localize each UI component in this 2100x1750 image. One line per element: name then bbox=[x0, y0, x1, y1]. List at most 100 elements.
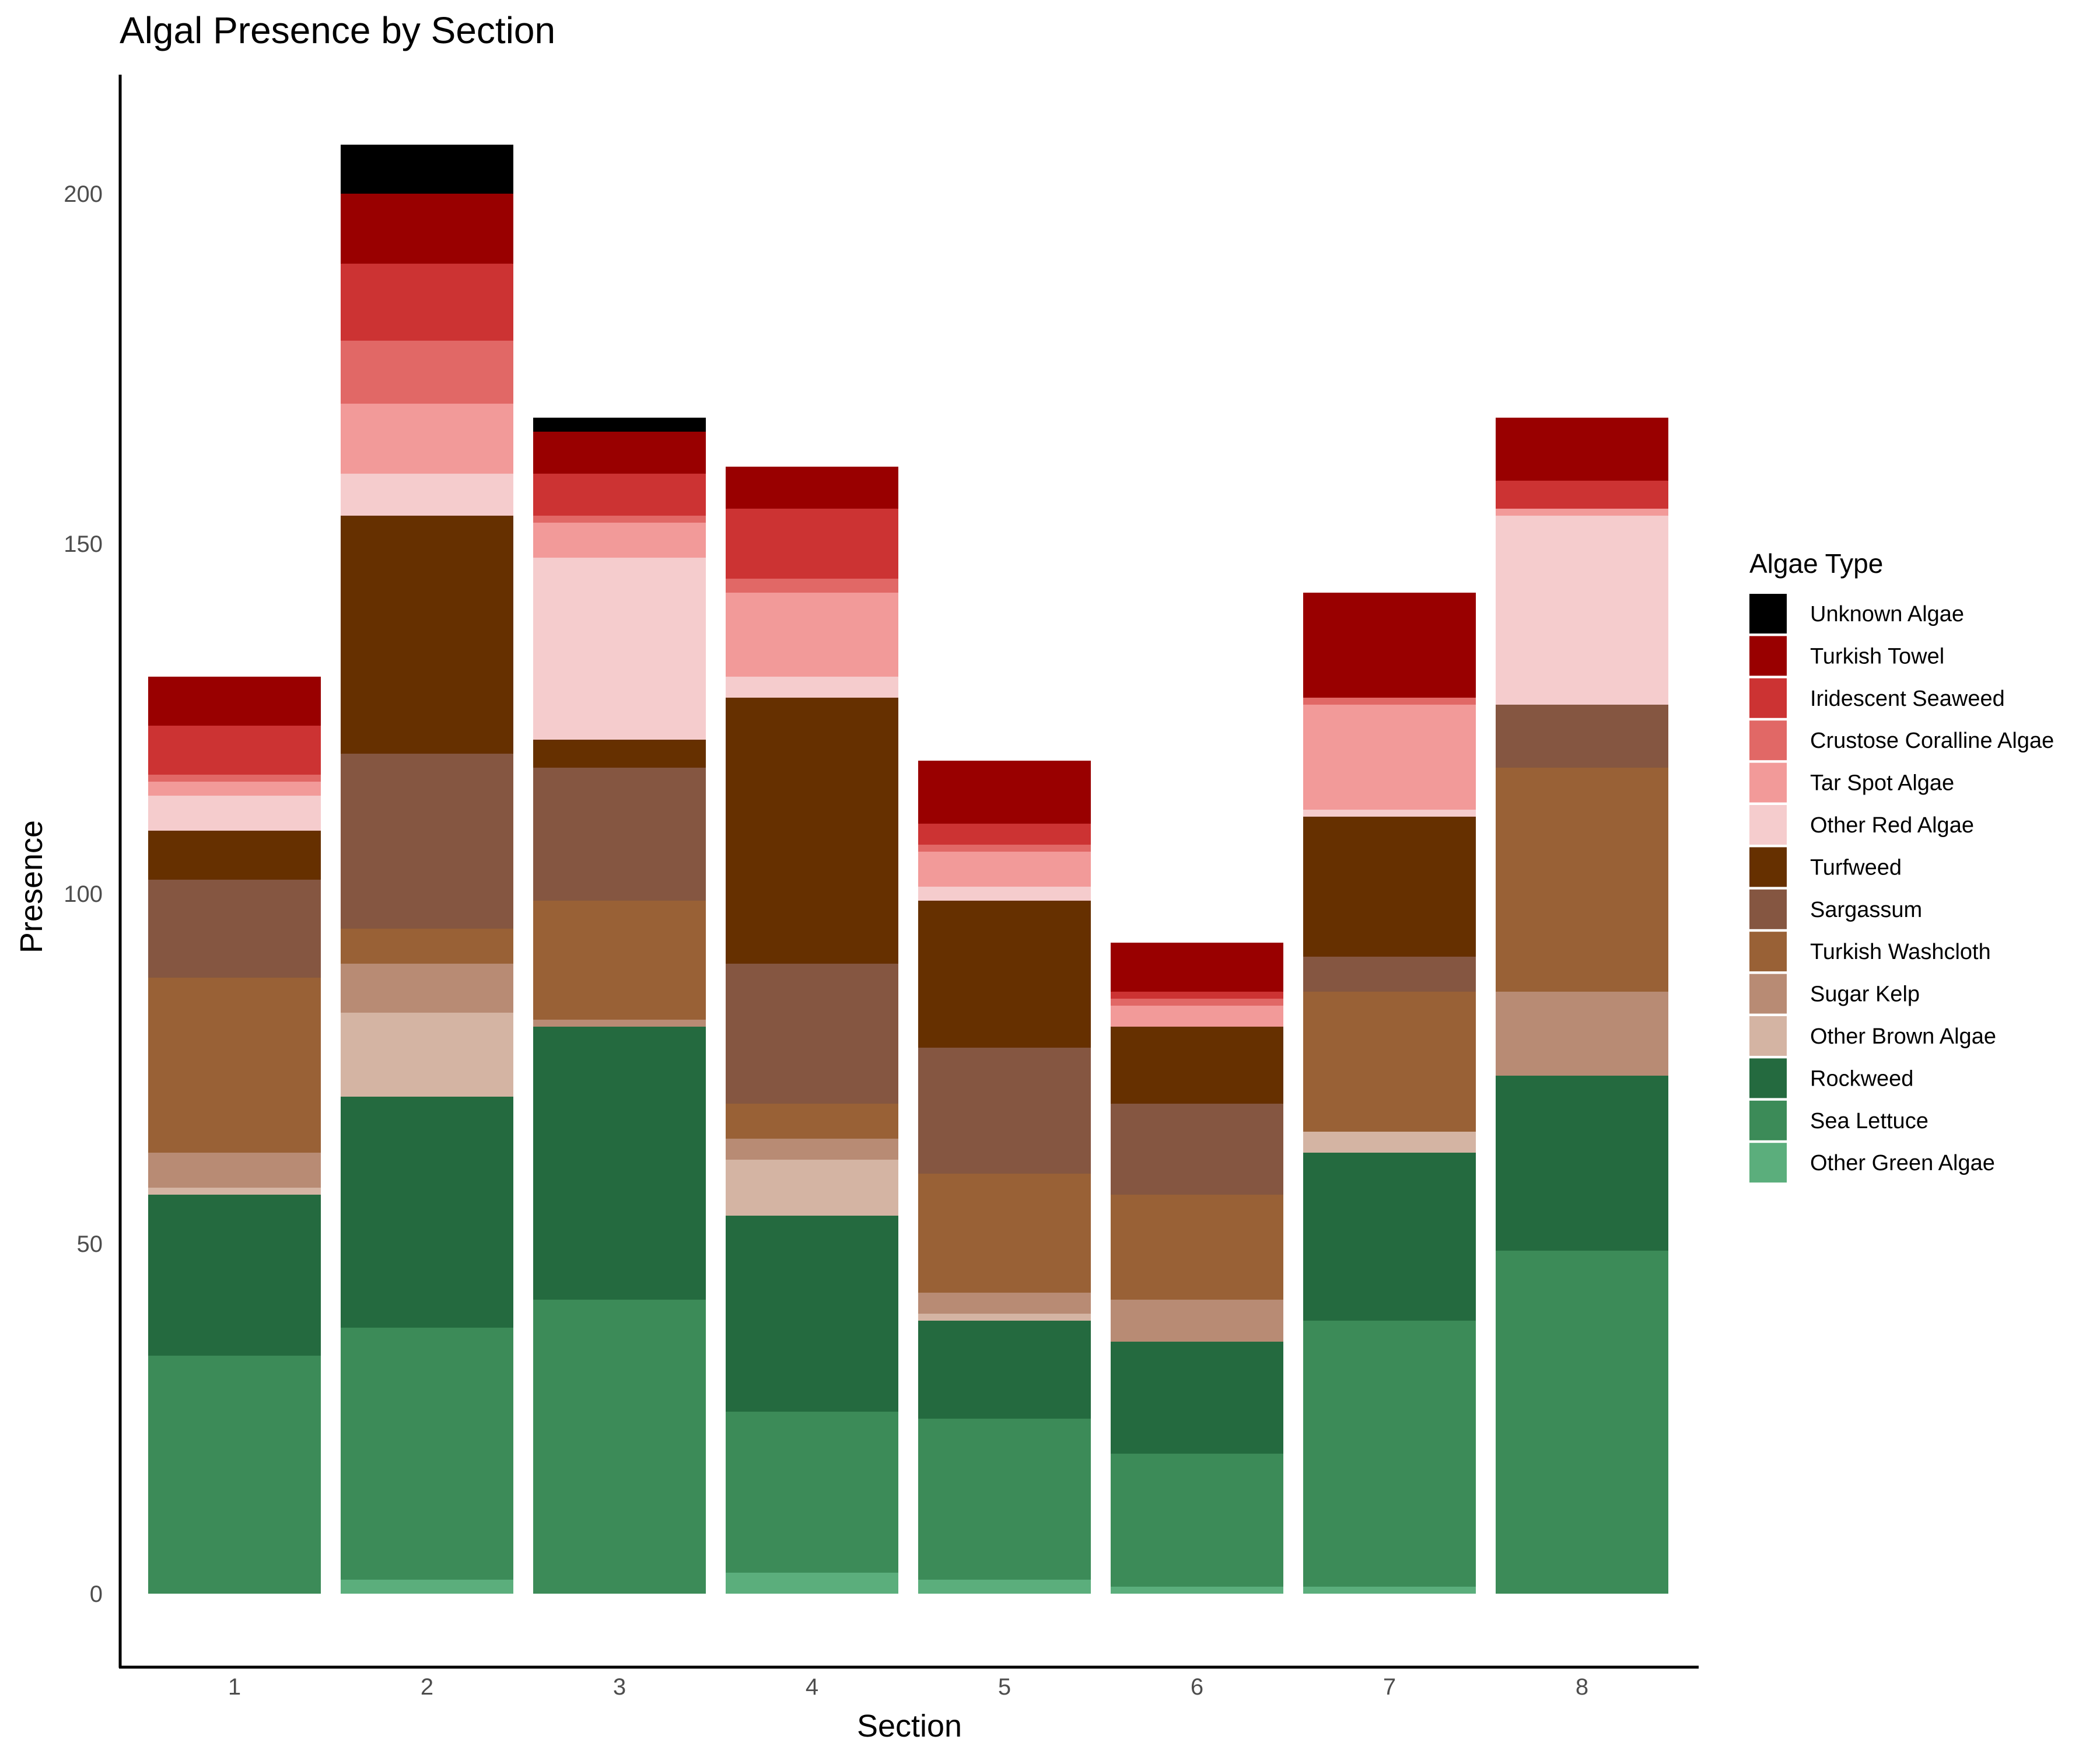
bar-segment-crustose-coralline-algae-section-7 bbox=[1303, 698, 1476, 705]
legend-label-crustose-coralline-algae: Crustose Coralline Algae bbox=[1810, 729, 2054, 753]
bar-segment-iridescent-seaweed-section-4 bbox=[726, 509, 898, 579]
bar-segment-turkish-washcloth-section-3 bbox=[533, 901, 706, 1020]
y-axis-ticks: 0 50 100 150 200 bbox=[64, 181, 103, 1607]
bar-segment-sugar-kelp-section-4 bbox=[726, 1139, 898, 1160]
bar-segment-crustose-coralline-algae-section-6 bbox=[1111, 999, 1283, 1006]
x-tick-label: 4 bbox=[806, 1674, 818, 1700]
bar-segment-turkish-washcloth-section-5 bbox=[918, 1174, 1091, 1293]
bar-segment-crustose-coralline-algae-section-3 bbox=[533, 516, 706, 523]
legend-key-turkish-washcloth bbox=[1749, 932, 1787, 972]
bar-segment-iridescent-seaweed-section-6 bbox=[1111, 992, 1283, 999]
bar-segment-sugar-kelp-section-5 bbox=[918, 1293, 1091, 1314]
y-tick-label: 50 bbox=[77, 1231, 103, 1257]
bar-segment-sargassum-section-4 bbox=[726, 964, 898, 1104]
bar-segment-other-red-algae-section-1 bbox=[148, 796, 321, 831]
bar-segment-other-green-algae-section-7 bbox=[1303, 1587, 1476, 1594]
bar-segment-unknown-algae-section-3 bbox=[533, 418, 706, 432]
bar-segment-sugar-kelp-section-6 bbox=[1111, 1300, 1283, 1342]
bar-segment-sea-lettuce-section-6 bbox=[1111, 1454, 1283, 1587]
bar-segment-iridescent-seaweed-section-1 bbox=[148, 726, 321, 775]
bar-segment-other-red-algae-section-5 bbox=[918, 887, 1091, 901]
y-axis-label: Presence bbox=[14, 820, 49, 953]
bar-segment-sargassum-section-7 bbox=[1303, 957, 1476, 992]
legend-items: Unknown Algae Turkish Towel Iridescent Sea… bbox=[1749, 594, 2054, 1183]
legend-key-iridescent-seaweed bbox=[1749, 678, 1787, 718]
legend-label-sugar-kelp: Sugar Kelp bbox=[1810, 982, 1920, 1007]
y-tick-label: 100 bbox=[64, 881, 103, 907]
legend-label-other-brown-algae: Other Brown Algae bbox=[1810, 1024, 1996, 1049]
bar-segment-iridescent-seaweed-section-2 bbox=[341, 264, 513, 341]
bar-segment-sea-lettuce-section-7 bbox=[1303, 1321, 1476, 1587]
bar-segment-sea-lettuce-section-8 bbox=[1496, 1251, 1668, 1594]
legend: Algae Type Unknown Algae Turkish Towel Iri… bbox=[1749, 548, 2054, 1183]
legend-key-rockweed bbox=[1749, 1058, 1787, 1098]
bar-segment-sargassum-section-1 bbox=[148, 880, 321, 978]
bar-segment-rockweed-section-2 bbox=[341, 1097, 513, 1328]
bar-segment-rockweed-section-7 bbox=[1303, 1153, 1476, 1321]
bar-segment-tar-spot-algae-section-8 bbox=[1496, 509, 1668, 516]
legend-key-turkish-towel bbox=[1749, 636, 1787, 676]
legend-label-iridescent-seaweed: Iridescent Seaweed bbox=[1810, 687, 2005, 711]
bar-segment-turfweed-section-2 bbox=[341, 516, 513, 754]
y-tick-label: 200 bbox=[64, 181, 103, 207]
legend-label-other-green-algae: Other Green Algae bbox=[1810, 1151, 1995, 1175]
bar-segment-turkish-washcloth-section-2 bbox=[341, 929, 513, 964]
bar-segment-tar-spot-algae-section-6 bbox=[1111, 1006, 1283, 1027]
legend-key-turfweed bbox=[1749, 847, 1787, 887]
legend-key-crustose-coralline-algae bbox=[1749, 720, 1787, 761]
bar-segment-other-green-algae-section-2 bbox=[341, 1580, 513, 1594]
bar-segment-sargassum-section-3 bbox=[533, 768, 706, 901]
bar-segment-crustose-coralline-algae-section-1 bbox=[148, 775, 321, 782]
bar-segment-sugar-kelp-section-2 bbox=[341, 964, 513, 1013]
legend-key-other-green-algae bbox=[1749, 1143, 1787, 1183]
bar-segment-turkish-washcloth-section-4 bbox=[726, 1104, 898, 1139]
x-tick-label: 2 bbox=[421, 1674, 433, 1700]
legend-key-tar-spot-algae bbox=[1749, 762, 1787, 803]
bar-segment-tar-spot-algae-section-7 bbox=[1303, 705, 1476, 810]
legend-label-tar-spot-algae: Tar Spot Algae bbox=[1810, 771, 1954, 796]
legend-key-sea-lettuce bbox=[1749, 1100, 1787, 1140]
bar-segment-sugar-kelp-section-8 bbox=[1496, 992, 1668, 1076]
bar-segment-tar-spot-algae-section-1 bbox=[148, 782, 321, 796]
bar-segment-turkish-washcloth-section-7 bbox=[1303, 992, 1476, 1132]
bar-segment-other-red-algae-section-3 bbox=[533, 558, 706, 740]
bar-segment-rockweed-section-6 bbox=[1111, 1342, 1283, 1454]
bar-segment-rockweed-section-1 bbox=[148, 1195, 321, 1356]
bar-segment-unknown-algae-section-2 bbox=[341, 145, 513, 194]
legend-key-unknown-algae bbox=[1749, 594, 1787, 634]
bar-segment-turfweed-section-3 bbox=[533, 740, 706, 768]
x-tick-label: 7 bbox=[1383, 1674, 1396, 1700]
bar-segment-turfweed-section-4 bbox=[726, 698, 898, 964]
bar-segment-turkish-towel-section-4 bbox=[726, 467, 898, 509]
bar-segment-turfweed-section-6 bbox=[1111, 1027, 1283, 1104]
bar-segment-tar-spot-algae-section-5 bbox=[918, 852, 1091, 887]
bar-segment-tar-spot-algae-section-3 bbox=[533, 523, 706, 558]
legend-label-sargassum: Sargassum bbox=[1810, 898, 1922, 922]
legend-label-rockweed: Rockweed bbox=[1810, 1066, 1913, 1091]
bar-segment-turkish-washcloth-section-6 bbox=[1111, 1195, 1283, 1300]
x-tick-label: 8 bbox=[1576, 1674, 1588, 1700]
bar-segment-sugar-kelp-section-1 bbox=[148, 1153, 321, 1188]
chart-title: Algal Presence by Section bbox=[120, 9, 555, 51]
bar-segment-sea-lettuce-section-1 bbox=[148, 1356, 321, 1594]
bar-segment-turkish-towel-section-2 bbox=[341, 194, 513, 264]
bar-segment-other-green-algae-section-4 bbox=[726, 1573, 898, 1594]
legend-title: Algae Type bbox=[1749, 548, 1883, 579]
bar-segment-rockweed-section-5 bbox=[918, 1321, 1091, 1419]
x-tick-label: 3 bbox=[613, 1674, 626, 1700]
x-axis-label: Section bbox=[857, 1709, 962, 1744]
legend-key-other-brown-algae bbox=[1749, 1016, 1787, 1056]
bar-segment-turfweed-section-1 bbox=[148, 831, 321, 880]
bar-segment-turkish-towel-section-5 bbox=[918, 761, 1091, 824]
legend-label-other-red-algae: Other Red Algae bbox=[1810, 813, 1974, 838]
bar-segment-other-green-algae-section-5 bbox=[918, 1580, 1091, 1594]
bar-segment-rockweed-section-8 bbox=[1496, 1076, 1668, 1251]
bar-segment-sargassum-section-8 bbox=[1496, 705, 1668, 768]
bar-segment-other-brown-algae-section-7 bbox=[1303, 1132, 1476, 1153]
legend-label-turkish-towel: Turkish Towel bbox=[1810, 644, 1944, 668]
bar-segment-sea-lettuce-section-5 bbox=[918, 1419, 1091, 1580]
bar-segment-crustose-coralline-algae-section-4 bbox=[726, 579, 898, 593]
bar-segment-other-brown-algae-section-5 bbox=[918, 1314, 1091, 1321]
bar-segment-turfweed-section-5 bbox=[918, 901, 1091, 1048]
